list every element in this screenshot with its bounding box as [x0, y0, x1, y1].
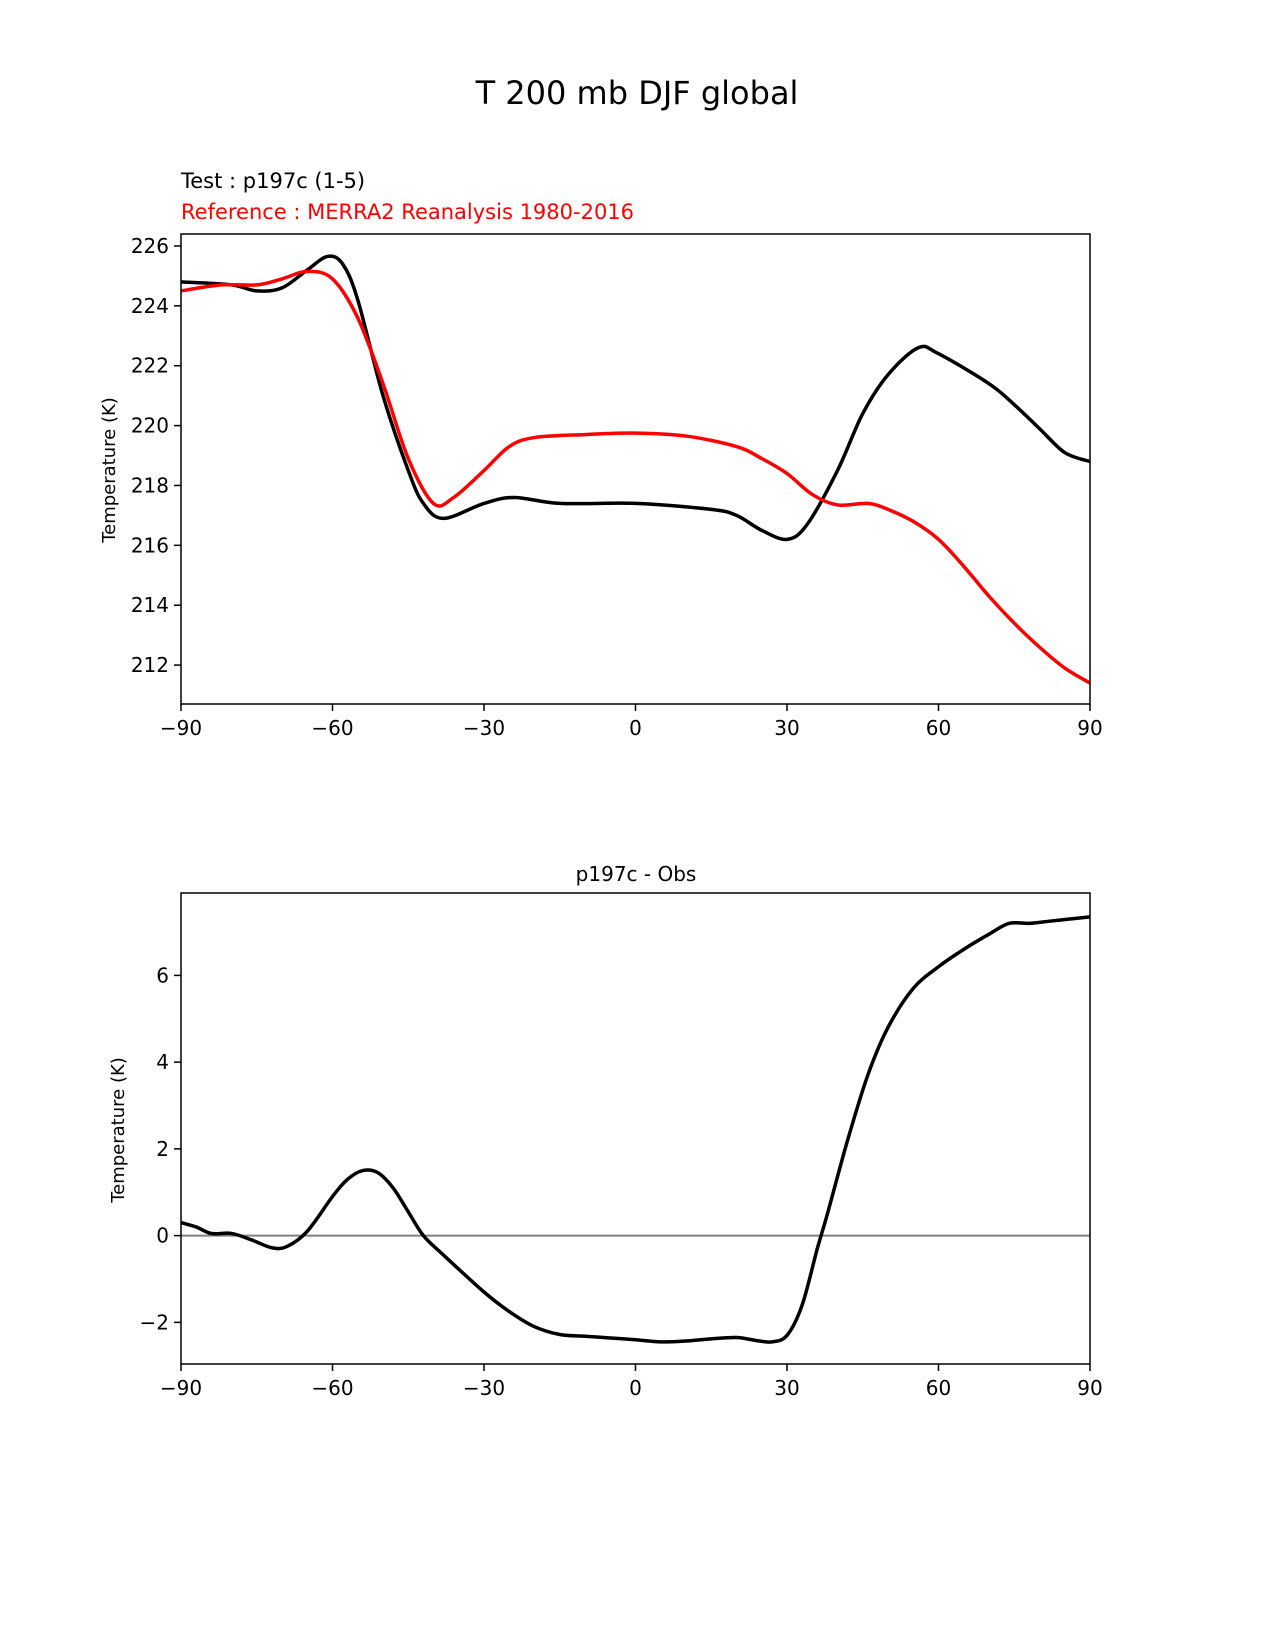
x-tick-label: −30: [463, 1376, 505, 1400]
x-tick-label: 60: [926, 716, 951, 740]
y-tick-label: 222: [131, 354, 169, 378]
x-tick-label: 90: [1077, 716, 1102, 740]
series-line-0: [180, 915, 1091, 1344]
x-tick-label: 90: [1077, 1376, 1102, 1400]
y-tick-label: 220: [131, 414, 169, 438]
diff-title: p197c - Obs: [576, 862, 697, 886]
test-title: Test : p197c (1-5): [180, 169, 365, 193]
x-tick-label: −30: [463, 716, 505, 740]
series-line-0: [180, 254, 1091, 542]
x-tick-label: −60: [311, 1376, 353, 1400]
y-tick-label: −2: [140, 1310, 169, 1334]
x-tick-label: −90: [160, 1376, 202, 1400]
reference-title: Reference : MERRA2 Reanalysis 1980-2016: [181, 200, 634, 224]
x-tick-label: 0: [629, 1376, 642, 1400]
bottom-ylabel: Temperature (K): [108, 1057, 129, 1204]
y-tick-label: 0: [156, 1224, 169, 1248]
x-tick-label: −90: [160, 716, 202, 740]
series-line-1: [180, 269, 1091, 685]
y-tick-label: 214: [131, 593, 169, 617]
axes-frame: [180, 233, 1091, 705]
x-tick-label: 0: [629, 716, 642, 740]
diff-plot: −90 −60 −30 0 30 60 90 −2 0 2 4 6: [140, 892, 1103, 1400]
y-tick-label: 6: [156, 963, 169, 987]
y-tick-label: 218: [131, 473, 169, 497]
x-tick-label: 60: [926, 1376, 951, 1400]
axes-frame: [180, 892, 1091, 1365]
figure-title: T 200 mb DJF global: [475, 74, 799, 112]
y-tick-label: 224: [131, 294, 169, 318]
x-tick-label: 30: [774, 1376, 799, 1400]
y-tick-label: 2: [156, 1137, 169, 1161]
y-tick-label: 212: [131, 653, 169, 677]
y-tick-label: 226: [131, 234, 169, 258]
x-tick-label: 30: [774, 716, 799, 740]
top-ylabel: Temperature (K): [99, 397, 120, 544]
top-plot: −90 −60 −30 0 30 60 90 212 214 216 218 220 222 224 226: [131, 233, 1103, 740]
x-tick-label: −60: [311, 716, 353, 740]
y-tick-label: 216: [131, 533, 169, 557]
y-tick-label: 4: [156, 1050, 169, 1074]
